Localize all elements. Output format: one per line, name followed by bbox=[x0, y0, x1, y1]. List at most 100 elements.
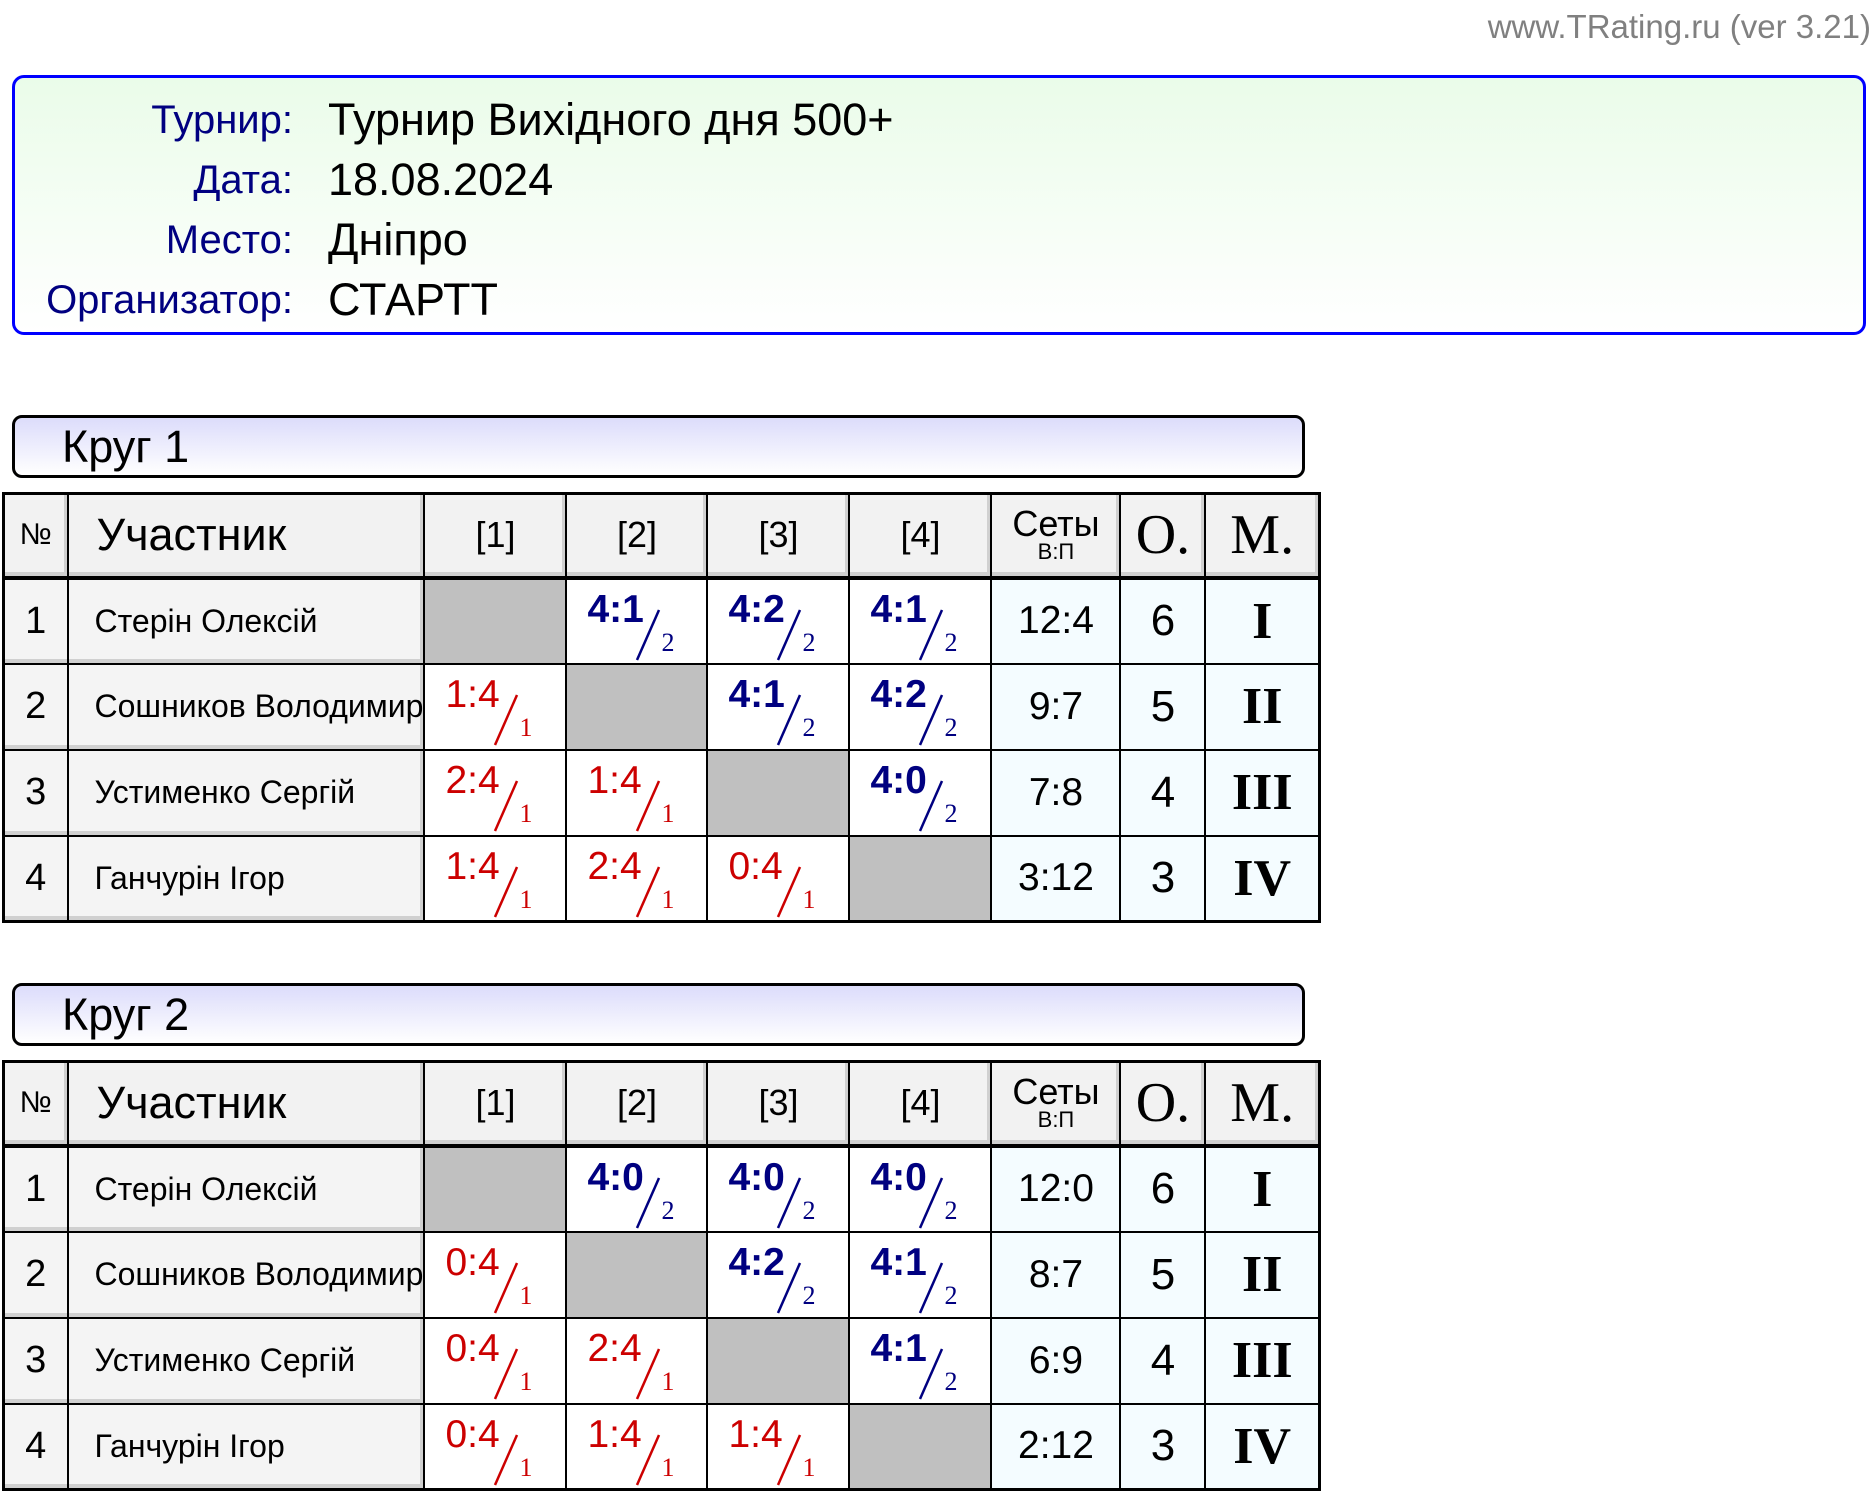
table-row: 4 Ганчурін Ігор 1:4 1 2:4 1 0:4 1 3:12 3 … bbox=[2, 834, 1321, 923]
self-match-cell bbox=[848, 1402, 993, 1491]
match-result-cell[interactable]: 4:1 2 bbox=[848, 1230, 993, 1319]
match-result-cell[interactable]: 0:4 1 bbox=[706, 834, 851, 923]
match-points: 2 bbox=[944, 1195, 958, 1225]
participant-name[interactable]: Сошников Володимир bbox=[66, 662, 426, 751]
slash-divider bbox=[919, 1261, 944, 1314]
header-opponent-col: [4] bbox=[848, 492, 993, 580]
match-score: 4:1 bbox=[870, 1240, 927, 1284]
match-score: 2:4 bbox=[445, 758, 500, 802]
slash-divider bbox=[494, 779, 519, 832]
sets-total: 3:12 bbox=[990, 834, 1122, 923]
info-row-date: Дата: 18.08.2024 bbox=[15, 150, 1863, 210]
participant-name[interactable]: Сошников Володимир bbox=[66, 1230, 426, 1319]
slash-divider bbox=[636, 608, 661, 661]
header-place: М. bbox=[1204, 1060, 1321, 1148]
self-match-cell bbox=[423, 1144, 568, 1233]
info-label: Дата: bbox=[193, 158, 293, 202]
row-number: 1 bbox=[2, 1144, 69, 1233]
match-result-cell[interactable]: 4:0 2 bbox=[706, 1144, 851, 1233]
match-result-cell[interactable]: 4:1 2 bbox=[565, 576, 709, 665]
match-result-cell[interactable]: 4:0 2 bbox=[848, 748, 993, 837]
info-row-organizer: Организатор: СТАРТТ bbox=[15, 270, 1863, 330]
match-score: 4:0 bbox=[728, 1155, 785, 1199]
slash-divider bbox=[494, 1433, 519, 1486]
tournament-info-panel: Турнир: Турнир Вихідного дня 500+ Дата: … bbox=[12, 75, 1866, 335]
participant-name[interactable]: Ганчурін Ігор bbox=[66, 834, 426, 923]
match-result-cell[interactable]: 0:4 1 bbox=[423, 1316, 568, 1405]
match-score: 0:4 bbox=[445, 1240, 500, 1284]
table-row: 4 Ганчурін Ігор 0:4 1 1:4 1 1:4 1 2:12 3 … bbox=[2, 1402, 1321, 1491]
match-result-cell[interactable]: 2:4 1 bbox=[565, 1316, 709, 1405]
self-match-cell bbox=[706, 1316, 851, 1405]
header-opponent-col: [3] bbox=[706, 1060, 851, 1148]
place: III bbox=[1204, 1316, 1321, 1405]
points-total: 4 bbox=[1119, 748, 1207, 837]
match-result-cell[interactable]: 2:4 1 bbox=[565, 834, 709, 923]
match-result-cell[interactable]: 1:4 1 bbox=[423, 834, 568, 923]
info-row-tournament: Турнир: Турнир Вихідного дня 500+ bbox=[15, 90, 1863, 150]
header-sets-label: Сеты bbox=[1012, 1071, 1100, 1113]
match-result-cell[interactable]: 4:2 2 bbox=[706, 1230, 851, 1319]
place: IV bbox=[1204, 1402, 1321, 1491]
self-match-cell bbox=[423, 576, 568, 665]
match-result-cell[interactable]: 1:4 1 bbox=[565, 1402, 709, 1491]
match-result-cell[interactable]: 1:4 1 bbox=[565, 748, 709, 837]
slash-divider bbox=[636, 865, 661, 918]
match-result-cell[interactable]: 2:4 1 bbox=[423, 748, 568, 837]
slash-divider bbox=[777, 865, 802, 918]
participant-name[interactable]: Устименко Сергій bbox=[66, 748, 426, 837]
match-points: 2 bbox=[944, 1366, 958, 1396]
row-number: 2 bbox=[2, 1230, 69, 1319]
match-result-cell[interactable]: 1:4 1 bbox=[706, 1402, 851, 1491]
self-match-cell bbox=[565, 662, 709, 751]
info-value: Дніпро bbox=[328, 214, 468, 265]
row-number: 4 bbox=[2, 1402, 69, 1491]
header-sets-label: Сеты bbox=[1012, 503, 1100, 545]
slash-divider bbox=[777, 1433, 802, 1486]
slash-divider bbox=[494, 1261, 519, 1314]
match-score: 4:1 bbox=[728, 672, 785, 716]
match-points: 1 bbox=[802, 884, 816, 914]
match-points: 2 bbox=[944, 627, 958, 657]
points-total: 5 bbox=[1119, 1230, 1207, 1319]
match-score: 1:4 bbox=[728, 1412, 783, 1456]
table-row: 3 Устименко Сергій 0:4 1 2:4 1 4:1 2 6:9 … bbox=[2, 1316, 1321, 1405]
participant-name[interactable]: Устименко Сергій bbox=[66, 1316, 426, 1405]
row-number: 3 bbox=[2, 748, 69, 837]
match-score: 4:0 bbox=[870, 758, 927, 802]
sets-total: 7:8 bbox=[990, 748, 1122, 837]
participant-name[interactable]: Стерін Олексій bbox=[66, 576, 426, 665]
header-number: № bbox=[2, 492, 69, 580]
match-points: 1 bbox=[661, 798, 675, 828]
match-result-cell[interactable]: 4:2 2 bbox=[706, 576, 851, 665]
slash-divider bbox=[919, 779, 944, 832]
slash-divider bbox=[494, 693, 519, 746]
header-participant: Участник bbox=[66, 492, 426, 580]
participant-name[interactable]: Стерін Олексій bbox=[66, 1144, 426, 1233]
sets-total: 6:9 bbox=[990, 1316, 1122, 1405]
participant-name[interactable]: Ганчурін Ігор bbox=[66, 1402, 426, 1491]
match-result-cell[interactable]: 0:4 1 bbox=[423, 1230, 568, 1319]
match-points: 1 bbox=[661, 1366, 675, 1396]
match-result-cell[interactable]: 4:1 2 bbox=[848, 1316, 993, 1405]
row-number: 1 bbox=[2, 576, 69, 665]
slash-divider bbox=[919, 1176, 944, 1229]
header-sets-sub: В:П bbox=[1037, 1107, 1075, 1133]
match-score: 4:1 bbox=[870, 587, 927, 631]
match-result-cell[interactable]: 0:4 1 bbox=[423, 1402, 568, 1491]
table-row: 2 Сошников Володимир 1:4 1 4:1 2 4:2 2 9:… bbox=[2, 662, 1321, 751]
match-result-cell[interactable]: 1:4 1 bbox=[423, 662, 568, 751]
header-opponent-col: [2] bbox=[565, 1060, 709, 1148]
round-robin-table: № Участник [1] [2] [3] [4] Сеты В:П О. М. 1 Ст… bbox=[2, 492, 1321, 923]
match-result-cell[interactable]: 4:2 2 bbox=[848, 662, 993, 751]
match-score: 4:1 bbox=[587, 587, 644, 631]
match-score: 4:0 bbox=[870, 1155, 927, 1199]
match-result-cell[interactable]: 4:1 2 bbox=[848, 576, 993, 665]
match-result-cell[interactable]: 4:1 2 bbox=[706, 662, 851, 751]
match-result-cell[interactable]: 4:0 2 bbox=[565, 1144, 709, 1233]
place: IV bbox=[1204, 834, 1321, 923]
place: I bbox=[1204, 1144, 1321, 1233]
match-points: 2 bbox=[802, 1195, 816, 1225]
site-version-link[interactable]: www.TRating.ru (ver 3.21) bbox=[1487, 8, 1871, 45]
match-result-cell[interactable]: 4:0 2 bbox=[848, 1144, 993, 1233]
